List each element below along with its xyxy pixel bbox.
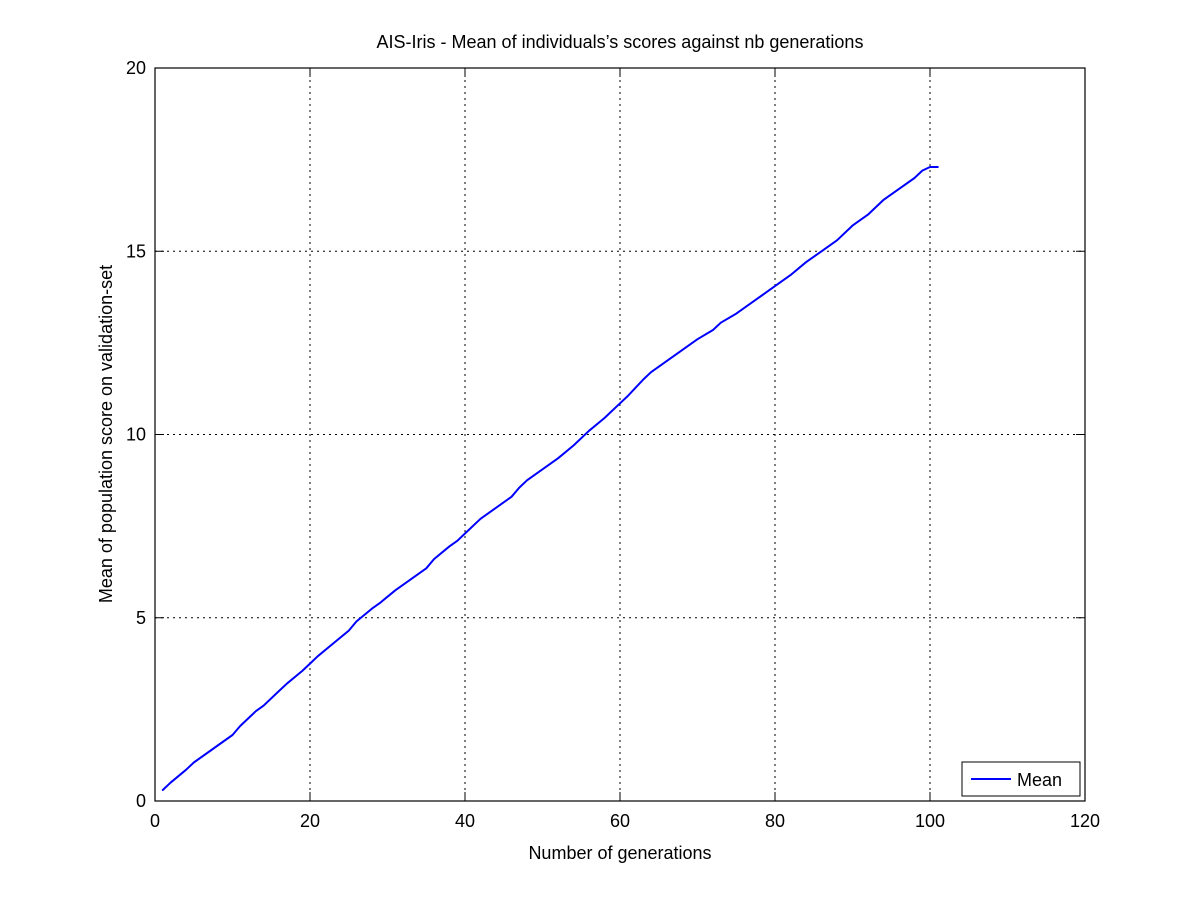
x-tick-label: 100	[915, 811, 945, 831]
x-tick-label: 80	[765, 811, 785, 831]
legend-label-mean: Mean	[1017, 770, 1062, 790]
series-layer	[161, 166, 939, 791]
y-tick-label: 5	[136, 608, 146, 628]
axis-ticks	[154, 67, 1086, 802]
y-tick-label: 20	[126, 58, 146, 78]
series-line-mean	[161, 166, 939, 791]
x-tick-label: 60	[610, 811, 630, 831]
x-tick-label: 0	[150, 811, 160, 831]
tick-labels: 0 20 40 60 80 100 120 0 5 10 15 20	[126, 58, 1100, 831]
legend: Mean	[961, 761, 1081, 797]
y-tick-label: 15	[126, 241, 146, 261]
x-tick-label: 40	[455, 811, 475, 831]
y-axis-label: Mean of population score on validation-s…	[96, 265, 116, 603]
grid-lines	[155, 68, 1085, 801]
x-tick-label: 20	[300, 811, 320, 831]
y-tick-label: 10	[126, 425, 146, 445]
chart-title: AIS-Iris - Mean of individuals’s scores …	[377, 32, 864, 52]
x-axis-label: Number of generations	[528, 843, 711, 863]
x-tick-label: 120	[1070, 811, 1100, 831]
y-tick-label: 0	[136, 791, 146, 811]
